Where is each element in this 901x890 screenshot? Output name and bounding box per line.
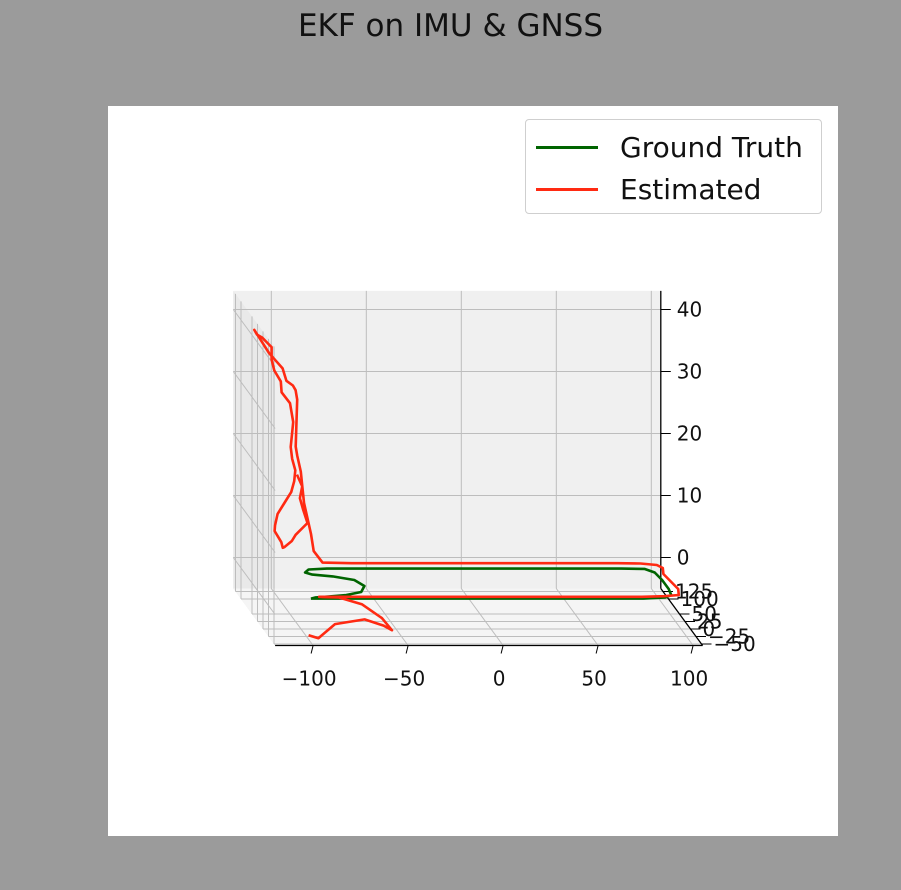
y-tick-label: 0 bbox=[703, 617, 716, 641]
x-tick-mark bbox=[310, 645, 314, 654]
side-pane bbox=[233, 290, 276, 646]
z-tick-label: 20 bbox=[677, 422, 702, 446]
y-tick-label: 125 bbox=[675, 580, 713, 604]
series-line-ground-truth bbox=[303, 567, 673, 600]
x-tick-label: 0 bbox=[493, 667, 506, 691]
x-tick-label: −100 bbox=[282, 667, 337, 691]
z-tick-label: 0 bbox=[677, 546, 690, 570]
y-tick-label: −50 bbox=[714, 632, 756, 656]
legend-swatch-estimated bbox=[536, 187, 598, 191]
axis-panes bbox=[233, 290, 703, 646]
y-tick-label: 25 bbox=[697, 610, 722, 634]
series-line-estimated bbox=[253, 328, 681, 640]
x-tick-mark bbox=[595, 645, 599, 654]
x-tick-label: 50 bbox=[581, 667, 606, 691]
legend-item-ground-truth: Ground Truth bbox=[536, 130, 803, 164]
floor-pane bbox=[233, 588, 703, 646]
y-axis-line bbox=[660, 588, 704, 646]
legend-swatch-ground-truth bbox=[536, 145, 598, 149]
series-lines bbox=[253, 328, 681, 640]
x-tick-label: −50 bbox=[383, 667, 425, 691]
legend-label-ground-truth: Ground Truth bbox=[620, 130, 803, 164]
legend-label-estimated: Estimated bbox=[620, 172, 762, 206]
x-tick-mark bbox=[500, 645, 504, 654]
x-tick-mark bbox=[690, 645, 694, 654]
axis-lines bbox=[275, 290, 704, 647]
legend-item-estimated: Estimated bbox=[536, 172, 762, 206]
y-tick-label: 50 bbox=[692, 602, 717, 626]
z-tick-label: 30 bbox=[677, 360, 702, 384]
z-tick-label: 10 bbox=[677, 484, 702, 508]
x-tick-mark bbox=[405, 645, 409, 654]
chart-title: EKF on IMU & GNSS bbox=[297, 8, 604, 44]
back-pane bbox=[233, 290, 661, 589]
grid-lines bbox=[232, 290, 702, 646]
legend: Ground Truth Estimated bbox=[525, 119, 822, 214]
x-tick-label: 100 bbox=[670, 667, 708, 691]
y-tick-label: 100 bbox=[681, 587, 719, 611]
y-tick-label: −25 bbox=[708, 625, 750, 649]
z-tick-label: 40 bbox=[677, 298, 702, 322]
